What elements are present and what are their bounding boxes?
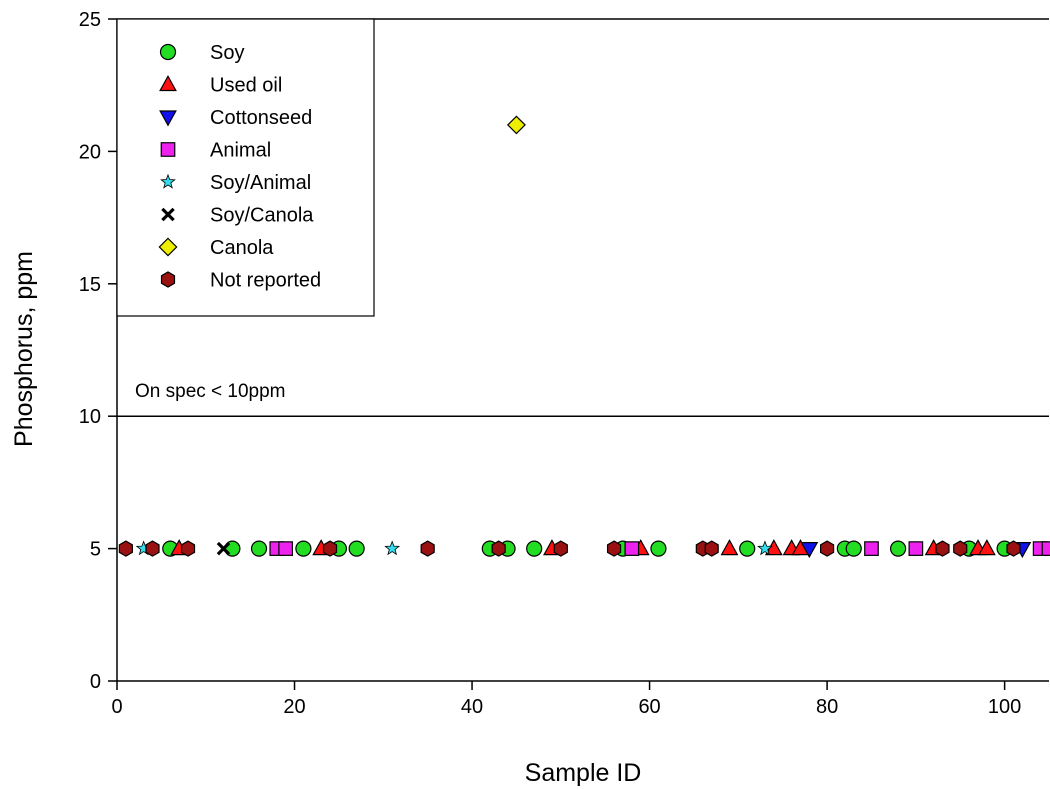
legend-marker-cottonseed bbox=[159, 110, 177, 127]
y-tick-label: 10 bbox=[79, 406, 101, 428]
point-soy bbox=[739, 540, 756, 557]
legend-label-soy-canola: Soy/Canola bbox=[210, 205, 314, 227]
point-not-reported bbox=[606, 540, 622, 557]
point-soy bbox=[348, 540, 365, 557]
x-tick-label: 0 bbox=[111, 696, 122, 718]
legend-marker-soy bbox=[159, 43, 177, 61]
point-cottonseed bbox=[800, 541, 819, 559]
legend-marker-canola bbox=[158, 237, 178, 257]
y-tick-label: 0 bbox=[90, 671, 101, 693]
y-tick-label: 25 bbox=[79, 9, 101, 31]
point-soy bbox=[295, 540, 312, 557]
legend-label-used-oil: Used oil bbox=[210, 75, 282, 97]
legend-marker-animal bbox=[160, 142, 176, 157]
point-soy bbox=[650, 540, 667, 557]
point-not-reported bbox=[553, 540, 568, 557]
point-soy-animal bbox=[384, 540, 401, 556]
point-animal bbox=[864, 541, 879, 556]
point-animal bbox=[624, 541, 640, 556]
x-tick-label: 60 bbox=[638, 696, 660, 718]
point-not-reported bbox=[180, 540, 196, 557]
x-tick-label: 40 bbox=[461, 696, 483, 718]
point-not-reported bbox=[820, 540, 835, 557]
legend-label-canola: Canola bbox=[210, 237, 274, 259]
legend-label-animal: Animal bbox=[210, 140, 271, 162]
y-tick-label: 15 bbox=[79, 274, 101, 296]
point-soy bbox=[890, 540, 907, 557]
x-tick-label: 80 bbox=[816, 696, 838, 718]
point-soy-canola bbox=[216, 541, 231, 556]
legend-label-soy-animal: Soy/Animal bbox=[210, 172, 311, 194]
point-canola bbox=[506, 115, 526, 135]
legend-marker-used-oil bbox=[159, 75, 177, 92]
y-tick-label: 5 bbox=[90, 539, 101, 561]
point-soy-animal bbox=[757, 540, 773, 556]
legend-label-soy: Soy bbox=[210, 42, 244, 64]
axis-ticks: 0 20 40 60 80 100 0 5 10 15 20 25 bbox=[79, 9, 1022, 718]
legend: Soy Used oil Cottonseed Animal Soy/Animal Soy… bbox=[116, 18, 375, 317]
point-soy bbox=[250, 540, 268, 557]
legend-marker-soy-animal bbox=[160, 173, 176, 189]
y-axis-title: Phosphorus, ppm bbox=[10, 251, 38, 447]
point-used-oil bbox=[720, 539, 739, 556]
legend-label-cottonseed: Cottonseed bbox=[210, 107, 312, 129]
data-points bbox=[118, 115, 1050, 559]
point-animal bbox=[908, 541, 924, 556]
point-soy bbox=[526, 540, 543, 557]
point-not-reported bbox=[1006, 540, 1021, 557]
x-tick-label: 20 bbox=[283, 696, 305, 718]
point-not-reported bbox=[953, 540, 968, 557]
point-soy bbox=[845, 540, 862, 557]
point-not-reported bbox=[322, 540, 338, 557]
spec-limit-label: On spec < 10ppm bbox=[135, 381, 286, 402]
x-tick-label: 100 bbox=[988, 696, 1021, 718]
y-tick-label: 20 bbox=[79, 141, 101, 163]
legend-box bbox=[116, 18, 375, 317]
legend-label-not-reported: Not reported bbox=[210, 270, 321, 292]
point-not-reported bbox=[145, 540, 160, 557]
point-not-reported bbox=[420, 540, 435, 557]
point-not-reported bbox=[118, 540, 133, 557]
point-animal bbox=[278, 541, 293, 556]
point-not-reported bbox=[935, 540, 950, 557]
point-not-reported bbox=[704, 540, 719, 557]
legend-marker-not-reported bbox=[160, 271, 176, 288]
point-used-oil bbox=[977, 539, 996, 556]
reference-lines: On spec < 10ppm bbox=[117, 381, 1049, 417]
x-axis-title: Sample ID bbox=[525, 759, 642, 787]
legend-marker-soy-canola bbox=[161, 207, 175, 222]
point-animal bbox=[1041, 541, 1050, 556]
point-not-reported bbox=[491, 540, 506, 557]
